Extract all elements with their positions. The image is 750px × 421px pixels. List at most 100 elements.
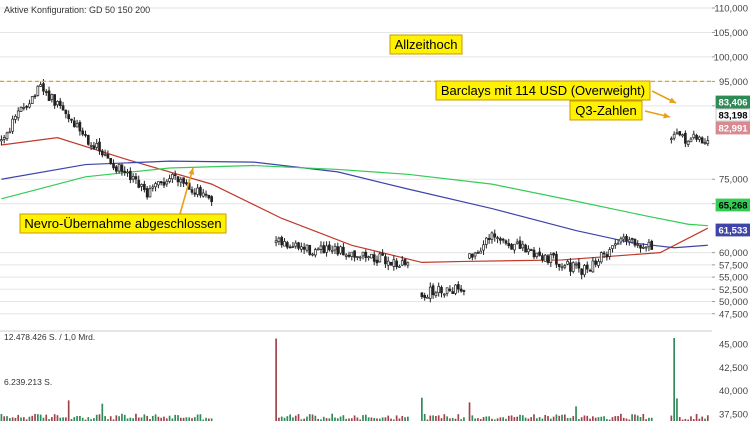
volume-bar	[563, 414, 566, 421]
volume-bar	[673, 338, 675, 421]
volume-bar	[132, 418, 134, 421]
candle-body	[619, 238, 623, 243]
candle-body	[454, 284, 457, 294]
annotation-arrows	[179, 90, 677, 215]
volume-bar	[336, 418, 339, 421]
candle-body	[563, 265, 567, 268]
price-label-text: 83,406	[718, 98, 747, 109]
candle-body	[644, 246, 648, 249]
candle-body	[594, 260, 598, 265]
annotation-box	[569, 100, 643, 121]
volume-bar	[544, 415, 547, 421]
candle-body	[476, 252, 480, 254]
candle-body	[148, 188, 152, 198]
candle-body	[692, 133, 696, 139]
volume-bar	[575, 406, 577, 421]
volume-bar	[538, 417, 541, 421]
moving-averages	[1, 137, 709, 264]
volume-tick-label: 42,500	[719, 363, 748, 374]
candle-body	[280, 237, 284, 246]
price-label-box	[715, 95, 750, 109]
candles	[0, 79, 710, 303]
candle-body	[22, 107, 26, 109]
candle-body	[70, 118, 73, 121]
candle-body	[670, 138, 673, 141]
volume-bar	[90, 419, 92, 421]
candle-body	[700, 137, 704, 144]
volume-bar	[280, 416, 283, 421]
price-label-text: 83,198	[718, 111, 747, 122]
volume-bar	[421, 397, 423, 421]
candle-body	[305, 244, 309, 251]
candle-body	[675, 132, 679, 135]
volume-bar	[493, 419, 496, 421]
volume-bar	[398, 418, 401, 421]
y-tick-label: 110,000	[714, 4, 748, 15]
volume-bar	[547, 416, 549, 421]
volume-bar	[471, 415, 474, 421]
volume-bar	[491, 418, 493, 421]
volume-bar	[429, 415, 432, 421]
volume-bar	[384, 417, 387, 421]
volume-bar	[505, 418, 507, 421]
candle-body	[386, 260, 390, 266]
candle-body	[428, 286, 432, 299]
candle-body	[81, 130, 85, 135]
volume-bar	[370, 417, 373, 421]
candle-body	[698, 136, 701, 140]
candle-body	[67, 114, 71, 120]
volume-tick-label: 45,000	[719, 340, 748, 351]
volume-bar	[642, 413, 645, 421]
volume-bar	[488, 416, 490, 421]
candle-body	[647, 241, 651, 248]
volume-bar	[53, 414, 56, 421]
candle-body	[599, 252, 603, 263]
candle-body	[569, 262, 572, 272]
volume-bar	[348, 418, 350, 421]
candle-body	[193, 192, 197, 195]
candle-body	[695, 134, 698, 140]
volume-bar	[482, 417, 485, 421]
candle-body	[50, 94, 54, 100]
candle-body	[613, 243, 617, 246]
volume-bar	[31, 415, 34, 421]
volume-bar	[549, 418, 552, 421]
candle-body	[678, 131, 682, 136]
volume-bar	[432, 415, 434, 421]
candle-body	[5, 132, 9, 140]
volume-bar	[356, 417, 359, 421]
candle-body	[504, 240, 508, 244]
volume-bar	[177, 415, 179, 421]
candle-body	[527, 248, 530, 253]
candle-body	[165, 180, 169, 185]
volume-bar	[137, 417, 140, 421]
volume-bar	[182, 417, 185, 421]
candle-body	[316, 248, 320, 251]
volume-bar	[393, 419, 395, 421]
volume-bar	[286, 416, 289, 421]
volume-bar	[678, 417, 681, 421]
grid-layer	[0, 7, 712, 315]
candle-body	[78, 122, 82, 132]
volume-bar	[586, 415, 589, 421]
volume-bar	[676, 398, 678, 421]
volume-bar	[390, 418, 392, 421]
volume-bar	[37, 414, 39, 421]
candle-body	[86, 135, 90, 145]
volume-bar	[681, 419, 684, 421]
candle-body	[106, 154, 110, 159]
volume-bar	[704, 418, 706, 421]
candle-body	[204, 193, 208, 196]
volume-bar	[362, 415, 364, 421]
candle-body	[288, 246, 292, 249]
volume-bar	[210, 418, 213, 421]
volume-bar	[583, 415, 586, 421]
volume-bar	[45, 414, 48, 421]
volume-bar	[650, 417, 653, 421]
candle-body	[703, 142, 707, 144]
volume-max-label: 12.478.426 S. / 1,0 Mrd.	[4, 332, 95, 342]
volume-bar	[614, 416, 617, 421]
candle-body	[448, 288, 452, 291]
volume-bar	[339, 416, 342, 421]
volume-bar	[93, 418, 95, 421]
